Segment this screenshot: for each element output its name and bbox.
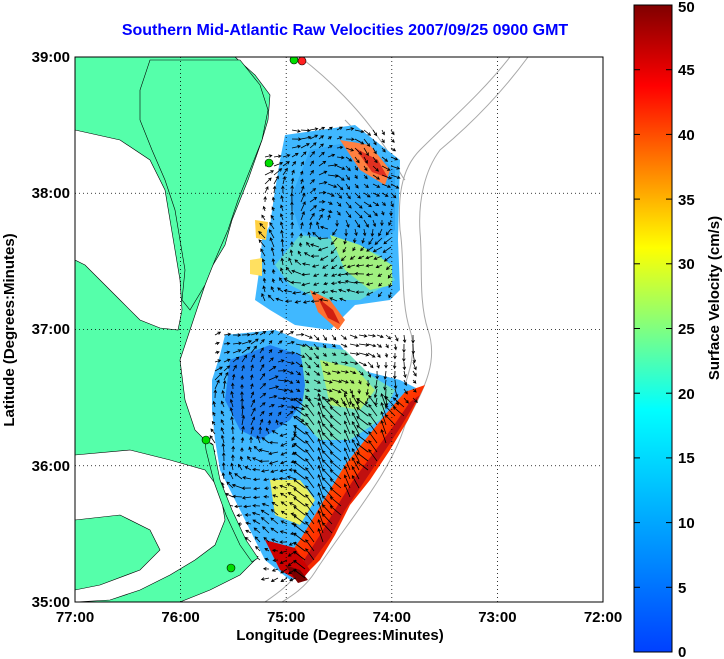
station-marker[interactable] bbox=[297, 57, 307, 66]
x-axis: 77:00 76:00 75:00 74:00 73:00 72:00 Long… bbox=[56, 609, 622, 644]
colorbar-label: Surface Velocity (cm/s) bbox=[706, 216, 723, 380]
y-tick-label: 39:00 bbox=[32, 49, 70, 66]
map-title: Southern Mid-Atlantic Raw Velocities 200… bbox=[121, 22, 569, 39]
radar-stations bbox=[201, 57, 307, 573]
colorbar-tick-label: 15 bbox=[678, 450, 695, 467]
colorbar-tick-label: 50 bbox=[678, 0, 695, 16]
x-tick-label: 73:00 bbox=[478, 609, 516, 626]
colorbar: 50 45 40 35 30 25 20 15 10 5 0 Surface V… bbox=[633, 0, 723, 659]
x-tick-label: 74:00 bbox=[373, 609, 411, 626]
colorbar-tick-label: 5 bbox=[678, 580, 686, 597]
x-axis-label: Longitude (Degrees:Minutes) bbox=[236, 627, 444, 644]
station-marker[interactable] bbox=[264, 158, 274, 168]
y-tick-label: 36:00 bbox=[32, 458, 70, 475]
y-axis-label: Latitude (Degrees:Minutes) bbox=[1, 233, 18, 426]
y-tick-label: 35:00 bbox=[32, 594, 70, 611]
colorbar-tick-label: 25 bbox=[678, 321, 695, 338]
colorbar-tick-label: 45 bbox=[678, 62, 695, 79]
grid bbox=[75, 57, 603, 602]
plot-frame bbox=[74, 56, 604, 603]
x-tick-label: 75:00 bbox=[267, 609, 305, 626]
x-tick-label: 76:00 bbox=[161, 609, 199, 626]
colorbar-tick-label: 10 bbox=[678, 515, 695, 532]
x-tick-label: 72:00 bbox=[584, 609, 622, 626]
colorbar-tick-label: 20 bbox=[678, 386, 695, 403]
x-tick-label: 77:00 bbox=[56, 609, 94, 626]
station-marker[interactable] bbox=[201, 435, 211, 445]
y-tick-label: 37:00 bbox=[32, 321, 70, 338]
colorbar-tick-label: 30 bbox=[678, 256, 695, 273]
colorbar-tick-label: 40 bbox=[678, 127, 695, 144]
y-axis: 39:00 38:00 37:00 36:00 35:00 Latitude (… bbox=[1, 49, 70, 611]
colorbar-tick-label: 0 bbox=[678, 644, 686, 659]
velocity-field bbox=[212, 125, 425, 583]
station-marker[interactable] bbox=[226, 563, 236, 573]
y-tick-label: 38:00 bbox=[32, 185, 70, 202]
colorbar-tick-label: 35 bbox=[678, 192, 695, 209]
